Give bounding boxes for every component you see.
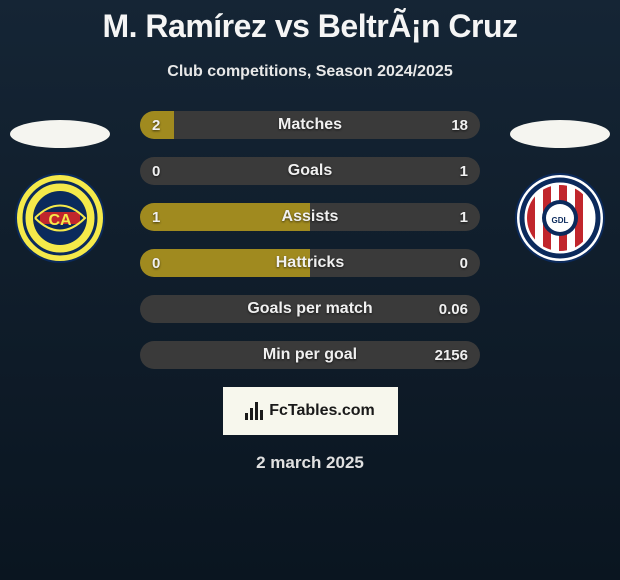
stat-row: Goals per match0.06 xyxy=(140,295,480,323)
bars-icon xyxy=(245,402,263,420)
stat-row: Goals01 xyxy=(140,157,480,185)
svg-text:CA: CA xyxy=(48,212,72,229)
stat-bar-right xyxy=(174,111,480,139)
right-player-column: GDL xyxy=(505,120,615,263)
stat-bar-left xyxy=(140,203,310,231)
stat-bar-right xyxy=(310,249,480,277)
subtitle: Club competitions, Season 2024/2025 xyxy=(0,63,620,81)
left-club-crest: CA xyxy=(15,173,105,263)
fctables-watermark: FcTables.com xyxy=(223,387,398,435)
comparison-graphic: M. Ramírez vs BeltrÃ¡n Cruz Club competi… xyxy=(0,0,620,580)
stat-row: Hattricks00 xyxy=(140,249,480,277)
right-club-crest: GDL xyxy=(515,173,605,263)
stat-bar-right xyxy=(310,203,480,231)
club-america-icon: CA xyxy=(15,173,105,263)
chivas-icon: GDL xyxy=(515,173,605,263)
left-placeholder-ellipse xyxy=(10,120,110,148)
stat-bar-left xyxy=(140,249,310,277)
stat-row: Min per goal2156 xyxy=(140,341,480,369)
svg-text:GDL: GDL xyxy=(552,216,569,225)
watermark-text: FcTables.com xyxy=(269,402,375,420)
stat-bar-right xyxy=(140,295,480,323)
date-label: 2 march 2025 xyxy=(0,453,620,473)
stat-bar-right xyxy=(140,341,480,369)
stat-bar-left xyxy=(140,111,174,139)
left-player-column: CA xyxy=(5,120,115,263)
stat-bar-right xyxy=(140,157,480,185)
page-title: M. Ramírez vs BeltrÃ¡n Cruz xyxy=(0,0,620,45)
stat-row: Matches218 xyxy=(140,111,480,139)
right-placeholder-ellipse xyxy=(510,120,610,148)
stat-row: Assists11 xyxy=(140,203,480,231)
comparison-bars: Matches218 Goals01 Assists11 Hattricks00 Goa… xyxy=(140,111,480,369)
